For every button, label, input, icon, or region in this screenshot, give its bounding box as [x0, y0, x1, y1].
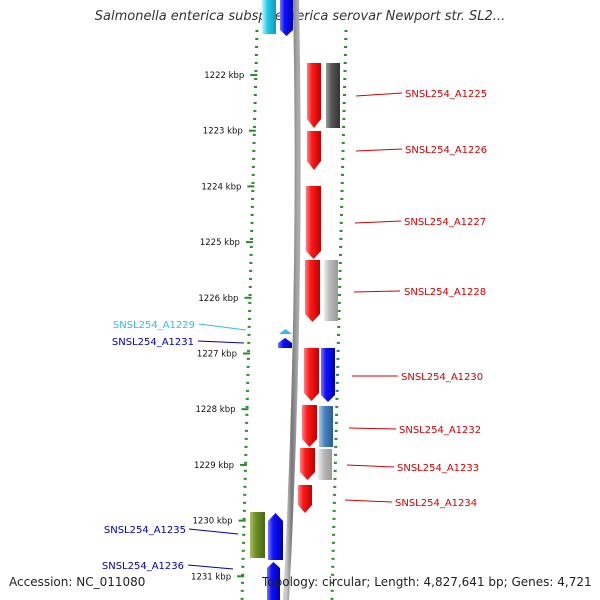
gene-label[interactable]: SNSL254_A1227 — [404, 217, 486, 228]
gene-a1232 — [302, 405, 317, 447]
gene-label-leader — [353, 290, 401, 293]
scale-tick-label: 1229 kbp — [194, 461, 234, 471]
gene-label-leader — [355, 148, 403, 152]
gene-a1236 — [267, 562, 280, 600]
scale-tick-label: 1231 kbp — [191, 572, 231, 582]
forward-genes — [298, 63, 321, 513]
topology-text: Topology: circular; Length: 4,827,641 bp… — [262, 575, 592, 589]
scale-tick-label: 1228 kbp — [195, 405, 235, 415]
gene-label[interactable]: SNSL254_A1234 — [395, 498, 477, 509]
gene-label[interactable]: SNSL254_A1229 — [113, 320, 195, 331]
scale-tick-label: 1223 kbp — [203, 127, 243, 137]
gene-label[interactable]: SNSL254_A1233 — [397, 463, 479, 474]
scale-tick-label: 1224 kbp — [201, 182, 241, 192]
gene-label-leader — [348, 427, 397, 430]
gene-label-leader — [346, 464, 395, 468]
gene-a1227 — [306, 186, 321, 259]
gene-label[interactable]: SNSL254_A1232 — [399, 425, 481, 436]
scale-tick-label: 1222 kbp — [204, 71, 244, 81]
gene-a1231 — [278, 338, 292, 348]
feature-light-grey-2 — [318, 449, 332, 480]
scale-tick-label: 1226 kbp — [198, 294, 238, 304]
features-top — [262, 0, 293, 36]
gene-label[interactable]: SNSL254_A1226 — [405, 145, 487, 156]
scale-tick-label: 1225 kbp — [200, 238, 240, 248]
gene-a1233 — [300, 448, 315, 480]
feature-steel-blue — [319, 406, 333, 447]
feature-blue-partial — [280, 0, 293, 36]
gene-a1228 — [305, 260, 320, 322]
reverse-genes — [250, 329, 292, 600]
gene-label[interactable]: SNSL254_A1225 — [405, 89, 487, 100]
gene-label-leader — [344, 499, 393, 503]
gene-a1235 — [268, 513, 283, 560]
feature-blue-outer — [321, 348, 335, 402]
gene-a1225 — [307, 63, 321, 128]
gene-label-leader — [188, 528, 239, 535]
gene-label[interactable]: SNSL254_A1231 — [112, 337, 194, 348]
outer-track-features — [318, 63, 340, 480]
gene-a1234 — [298, 485, 312, 513]
gene-a1230 — [304, 348, 319, 401]
feature-cyan-partial — [262, 0, 276, 34]
scale-track: 1222 kbp 1223 kbp 1224 kbp 1225 kbp 1226 kbp… — [191, 29, 348, 600]
gene-label-leader — [198, 323, 247, 331]
gene-label[interactable]: SNSL254_A1228 — [404, 287, 486, 298]
gene-label-leader — [197, 340, 245, 344]
gene-a1226 — [307, 131, 321, 170]
backbone — [283, 0, 301, 600]
rna-a1229 — [279, 329, 292, 334]
feature-light-grey-1 — [324, 260, 338, 321]
gene-label-leader — [354, 220, 402, 224]
feature-dark-grey — [326, 63, 340, 128]
feature-olive — [250, 512, 265, 558]
scale-ticks: 1222 kbp 1223 kbp 1224 kbp 1225 kbp 1226 kbp… — [191, 71, 258, 582]
scale-tick-label: 1227 kbp — [197, 350, 237, 360]
accession-text: Accession: NC_011080 — [9, 575, 146, 589]
gene-labels: SNSL254_A1225 SNSL254_A1226 SNSL254_A1227 S… — [102, 89, 487, 572]
scale-tick-label: 1230 kbp — [193, 517, 233, 527]
gene-label-leader — [355, 92, 403, 97]
gene-label[interactable]: SNSL254_A1235 — [104, 525, 186, 536]
map-title: Salmonella enterica subsp. enterica sero… — [94, 9, 506, 24]
gene-label-leader — [187, 564, 234, 570]
gene-label[interactable]: SNSL254_A1236 — [102, 561, 184, 572]
gene-label[interactable]: SNSL254_A1230 — [401, 372, 483, 383]
